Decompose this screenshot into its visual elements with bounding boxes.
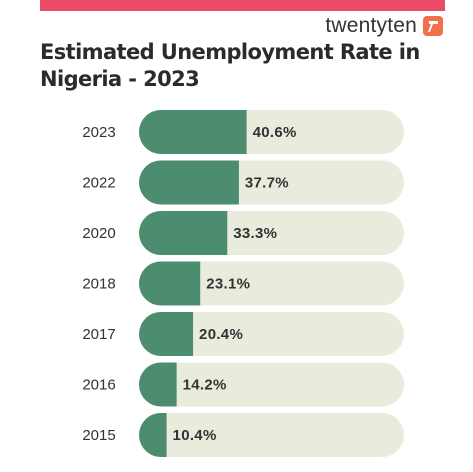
bar [139, 110, 247, 154]
bar [139, 413, 167, 457]
data-label: 23.1% [206, 276, 250, 293]
year-label: 2022 [82, 175, 115, 192]
twentyten-logo-icon [423, 16, 443, 36]
year-label: 2018 [82, 276, 115, 293]
top-accent-bar [40, 0, 445, 11]
bar [139, 362, 177, 407]
data-label: 33.3% [233, 225, 277, 242]
brand: twentyten [325, 14, 443, 38]
brand-name: twentyten [325, 14, 417, 37]
bar-track [139, 413, 404, 457]
data-label: 14.2% [183, 377, 227, 394]
bar [139, 312, 194, 356]
data-label: 20.4% [199, 326, 243, 343]
year-label: 2020 [82, 225, 115, 242]
bar [139, 160, 239, 205]
data-label: 10.4% [173, 427, 217, 444]
data-label: 40.6% [253, 124, 297, 141]
data-label: 37.7% [245, 175, 289, 192]
year-label: 2015 [82, 427, 115, 444]
bar [139, 261, 201, 306]
bar-track [139, 362, 404, 407]
bar [139, 211, 228, 255]
year-label: 2017 [82, 326, 115, 343]
bar-track [139, 261, 404, 306]
year-label: 2016 [82, 377, 115, 394]
bar-track [139, 312, 404, 356]
chart-title: Estimated Unemployment Rate in Nigeria -… [40, 40, 420, 91]
year-label: 2023 [82, 124, 115, 141]
